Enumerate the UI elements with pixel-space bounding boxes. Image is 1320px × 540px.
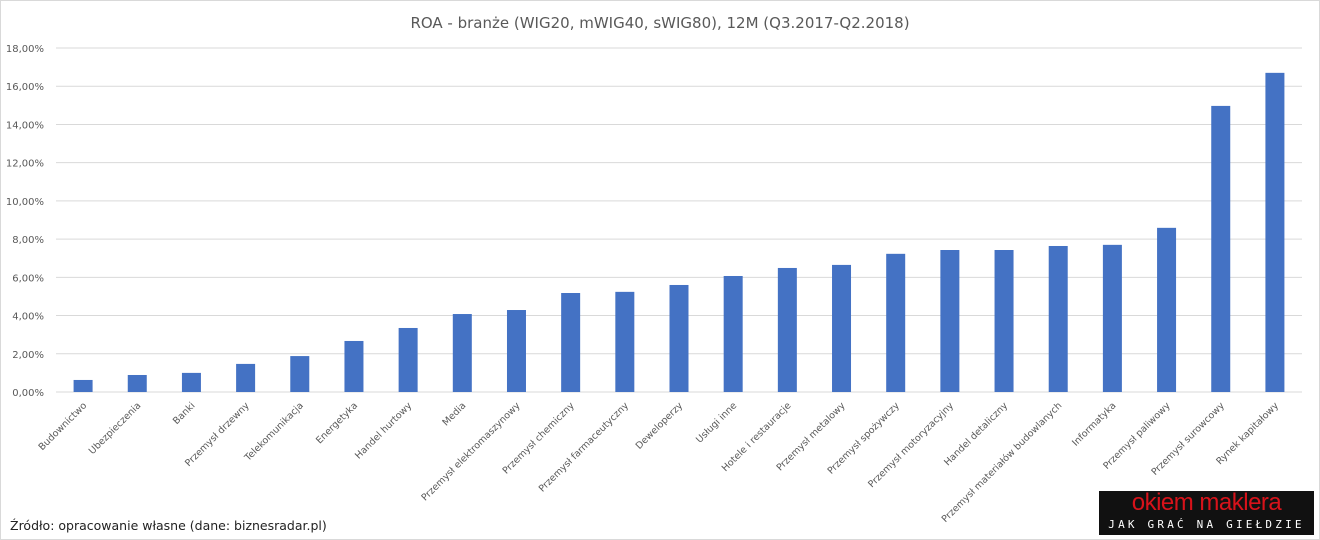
y-tick-label: 2,00% [12,350,44,361]
y-tick-label: 8,00% [12,235,44,246]
bar [1211,105,1231,392]
bar [940,250,960,392]
x-category-label: Przemysł elektromaszynowy [420,400,523,503]
x-category-label: Ubezpieczenia [87,400,143,456]
bar [506,310,526,392]
y-tick-label: 0,00% [12,388,44,399]
logo-okiem-maklera: okiem maklera JAK GRAĆ NA GIEŁDZIE [1099,489,1314,535]
bar [886,253,906,392]
x-category-label: Przemysł materiałów budowlanych [940,400,1065,525]
bar [398,327,418,392]
bar [723,275,743,392]
chart-title: ROA - branże (WIG20, mWIG40, sWIG80), 12… [410,14,910,32]
bar [669,284,689,392]
bar [994,250,1014,392]
x-category-label: Handel hurtowy [353,400,414,461]
bar [452,314,472,392]
bar [561,293,581,392]
x-category-label: Informatyka [1070,400,1118,448]
bar [832,264,852,392]
y-tick-label: 6,00% [12,273,44,284]
x-category-label: Banki [171,400,198,427]
logo-text-tagline: JAK GRAĆ NA GIEŁDZIE [1108,518,1305,531]
bar [73,379,93,392]
y-tick-label: 14,00% [6,120,44,131]
bar [1102,244,1122,392]
x-category-label: Usługi inne [694,400,739,445]
bar [127,374,147,392]
y-tick-label: 12,00% [6,159,44,170]
bar [1157,227,1177,392]
bar [1048,245,1068,392]
x-category-label: Media [440,400,468,428]
y-tick-label: 18,00% [6,44,44,55]
bar [615,291,635,392]
y-tick-label: 16,00% [6,82,44,93]
bar [344,340,364,392]
x-category-label: Energetyka [314,400,360,446]
y-tick-label: 10,00% [6,197,44,208]
source-note: Źródło: opracowanie własne (dane: biznes… [10,518,327,533]
bar [181,372,201,392]
x-category-label: Przemysł farmaceutyczny [537,400,631,494]
bar [777,267,797,392]
x-category-label: Telekomunikacja [242,400,306,464]
bar [1265,72,1285,392]
x-category-label: Deweloperzy [634,400,686,452]
x-category-label: Budownictwo [37,400,90,453]
bar [236,363,256,392]
logo-text-main: okiem maklera [1131,489,1282,516]
y-tick-label: 4,00% [12,312,44,323]
bar [290,356,310,392]
